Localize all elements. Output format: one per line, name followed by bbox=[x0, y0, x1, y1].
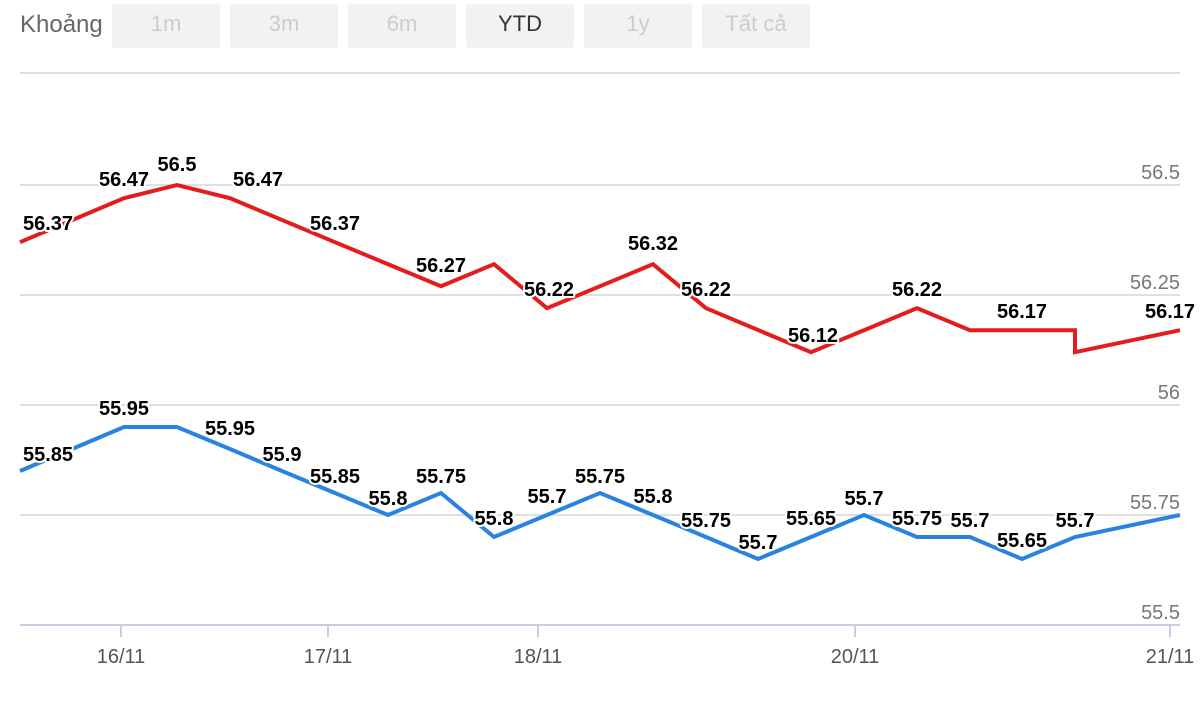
data-label: 56.17 bbox=[997, 301, 1047, 323]
x-tick-label: 16/11 bbox=[97, 646, 146, 668]
data-label: 55.85 bbox=[23, 444, 73, 466]
data-label: 55.65 bbox=[786, 508, 836, 530]
range-button-1m[interactable]: 1m bbox=[112, 4, 220, 48]
series-lines bbox=[19, 182, 1181, 562]
x-tick-label: 20/11 bbox=[831, 646, 880, 668]
series-line-upper bbox=[19, 182, 1181, 355]
data-label: 55.75 bbox=[416, 466, 466, 488]
data-labels: 56.37 56.47 56.5 56.47 56.37 56.27 56.22 56.32 5… bbox=[21, 152, 1197, 556]
range-button-6m[interactable]: 6m bbox=[348, 4, 456, 48]
data-label: 55.7 bbox=[1056, 510, 1095, 532]
data-label: 56.22 bbox=[681, 279, 731, 301]
data-label: 56.22 bbox=[524, 279, 574, 301]
data-label: 55.85 bbox=[310, 466, 360, 488]
x-tick-label: 17/11 bbox=[304, 646, 353, 668]
y-axis: 55.5 55.75 56 56.25 56.5 bbox=[1130, 162, 1180, 624]
range-label: Khoảng bbox=[20, 11, 103, 38]
x-tick-label: 21/11 bbox=[1146, 646, 1195, 668]
x-tick-label: 18/11 bbox=[514, 646, 563, 668]
data-label: 55.8 bbox=[475, 508, 514, 530]
data-label: 56.37 bbox=[23, 213, 73, 235]
y-tick-label: 55.75 bbox=[1130, 492, 1180, 514]
y-tick-label: 56.25 bbox=[1130, 272, 1180, 294]
range-selector: Khoảng 1m 3m 6m YTD 1y Tất cả bbox=[0, 0, 1200, 52]
data-label: 55.9 bbox=[263, 444, 302, 466]
x-axis: 16/11 17/11 18/11 20/11 21/11 bbox=[20, 624, 1195, 668]
data-label: 56.27 bbox=[416, 255, 466, 277]
data-label: 56.47 bbox=[99, 169, 149, 191]
data-label: 55.75 bbox=[575, 466, 625, 488]
data-label: 55.95 bbox=[205, 418, 255, 440]
data-label: 55.65 bbox=[997, 530, 1047, 552]
data-label: 55.7 bbox=[845, 488, 884, 510]
data-label: 55.8 bbox=[634, 486, 673, 508]
y-tick-label: 56.5 bbox=[1141, 162, 1180, 184]
data-label: 55.7 bbox=[528, 486, 567, 508]
data-label: 55.95 bbox=[99, 398, 149, 420]
data-label: 55.75 bbox=[892, 508, 942, 530]
data-label: 56.22 bbox=[892, 279, 942, 301]
grid-lines bbox=[20, 184, 1180, 516]
y-tick-label: 55.5 bbox=[1141, 602, 1180, 624]
data-label: 56.5 bbox=[158, 154, 197, 176]
data-label: 56.47 bbox=[233, 169, 283, 191]
data-label: 55.7 bbox=[951, 510, 990, 532]
data-label: 55.7 bbox=[739, 532, 778, 554]
range-button-1y[interactable]: 1y bbox=[584, 4, 692, 48]
data-label: 56.32 bbox=[628, 233, 678, 255]
y-tick-label: 56 bbox=[1158, 382, 1180, 404]
data-label: 56.12 bbox=[788, 325, 838, 347]
data-label: 55.8 bbox=[369, 488, 408, 510]
data-label: 56.37 bbox=[310, 213, 360, 235]
data-label: 55.75 bbox=[681, 510, 731, 532]
data-label: 56.17 bbox=[1145, 301, 1195, 323]
range-button-ytd[interactable]: YTD bbox=[466, 4, 574, 48]
range-button-all[interactable]: Tất cả bbox=[702, 4, 810, 48]
range-button-3m[interactable]: 3m bbox=[230, 4, 338, 48]
series-line-lower bbox=[19, 425, 1181, 562]
